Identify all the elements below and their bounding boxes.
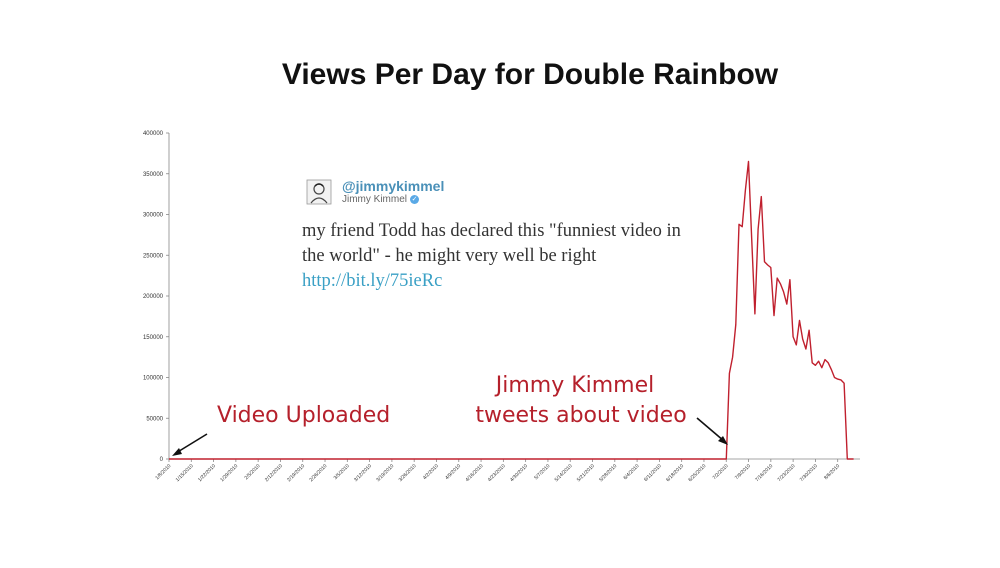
- avatar-icon: [306, 179, 332, 204]
- y-tick-label: 350000: [143, 172, 164, 178]
- y-tick-label: 0: [160, 457, 164, 463]
- tweet-body-text: my friend Todd has declared this "funnie…: [302, 221, 681, 266]
- y-tick-label: 250000: [143, 253, 164, 259]
- x-tick-label: 2/26/2010: [308, 463, 328, 483]
- y-tick-label: 400000: [143, 131, 164, 137]
- y-tick-label: 150000: [143, 335, 164, 341]
- x-axis: 1/8/2010 1/15/2010 1/22/2010 1/29/2010 2/5/2…: [154, 458, 860, 483]
- annotation-kimmel-line1: Jimmy Kimmel: [494, 373, 655, 398]
- x-tick-label: 5/7/2010: [533, 463, 551, 481]
- x-tick-label: 7/30/2010: [799, 463, 819, 483]
- x-tick-label: 3/12/2010: [353, 463, 373, 483]
- annotation-arrows: [172, 417, 728, 456]
- x-tick-label: 8/6/2010: [823, 463, 841, 481]
- tweet-handle[interactable]: @jimmykimmel: [342, 178, 445, 194]
- tweet-author: @jimmykimmel Jimmy Kimmel ✓: [342, 178, 444, 205]
- x-tick-label: 7/16/2010: [754, 463, 774, 483]
- x-tick-label: 4/2/2010: [422, 463, 440, 481]
- tweet-header: @jimmykimmel Jimmy Kimmel ✓: [306, 178, 702, 205]
- embedded-tweet: @jimmykimmel Jimmy Kimmel ✓ my friend To…: [302, 178, 702, 294]
- arrow-uploaded-head: [172, 448, 182, 456]
- tweet-text: my friend Todd has declared this "funnie…: [302, 219, 682, 294]
- arrow-uploaded: [175, 433, 208, 454]
- x-tick-label: 3/5/2010: [333, 463, 351, 481]
- tweet-name: Jimmy Kimmel: [342, 194, 407, 205]
- x-tick-label: 1/22/2010: [197, 463, 217, 483]
- y-tick-label: 50000: [146, 416, 163, 422]
- x-tick-label: 4/30/2010: [509, 463, 529, 483]
- x-tick-label: 6/4/2010: [623, 463, 641, 481]
- x-tick-label: 7/9/2010: [734, 463, 752, 481]
- x-tick-label: 4/23/2010: [487, 463, 507, 483]
- slide-title: Views Per Day for Double Rainbow: [281, 58, 779, 91]
- x-tick-label: 2/12/2010: [264, 463, 284, 483]
- x-tick-label: 1/8/2010: [154, 463, 172, 481]
- arrow-kimmel: [696, 417, 725, 442]
- x-tick-label: 7/2/2010: [712, 463, 730, 481]
- x-tick-label: 4/9/2010: [444, 463, 462, 481]
- annotation-kimmel-line2: tweets about video: [475, 403, 686, 428]
- series-line: [169, 160, 854, 460]
- x-tick-label: 7/23/2010: [777, 463, 797, 483]
- x-tick-label: 5/28/2010: [598, 463, 618, 483]
- x-tick-label: 6/25/2010: [687, 463, 707, 483]
- annotation-video-uploaded: Video Uploaded: [217, 403, 390, 428]
- arrow-kimmel-head: [718, 436, 728, 445]
- verified-badge-icon: ✓: [410, 195, 419, 204]
- x-tick-label: 2/5/2010: [244, 463, 262, 481]
- y-tick-label: 200000: [143, 294, 164, 300]
- x-tick-label: 4/16/2010: [465, 463, 485, 483]
- x-tick-label: 3/26/2010: [398, 463, 418, 483]
- x-tick-label: 3/19/2010: [375, 463, 395, 483]
- series-layer: [169, 160, 854, 460]
- x-tick-label: 6/11/2010: [643, 463, 663, 483]
- x-tick-label: 1/29/2010: [219, 463, 239, 483]
- x-tick-label: 5/21/2010: [576, 463, 596, 483]
- x-tick-label: 1/15/2010: [175, 463, 195, 483]
- x-tick-label: 5/14/2010: [554, 463, 574, 483]
- tweet-name-row: Jimmy Kimmel ✓: [342, 194, 444, 205]
- y-tick-label: 300000: [143, 213, 164, 219]
- y-tick-label: 100000: [143, 376, 164, 382]
- x-tick-label: 6/18/2010: [665, 463, 685, 483]
- x-tick-label: 2/19/2010: [286, 463, 306, 483]
- y-axis: 0 50000 100000 150000 200000 250000 300000 3500…: [143, 131, 170, 463]
- tweet-link[interactable]: http://bit.ly/75ieRc: [302, 271, 443, 291]
